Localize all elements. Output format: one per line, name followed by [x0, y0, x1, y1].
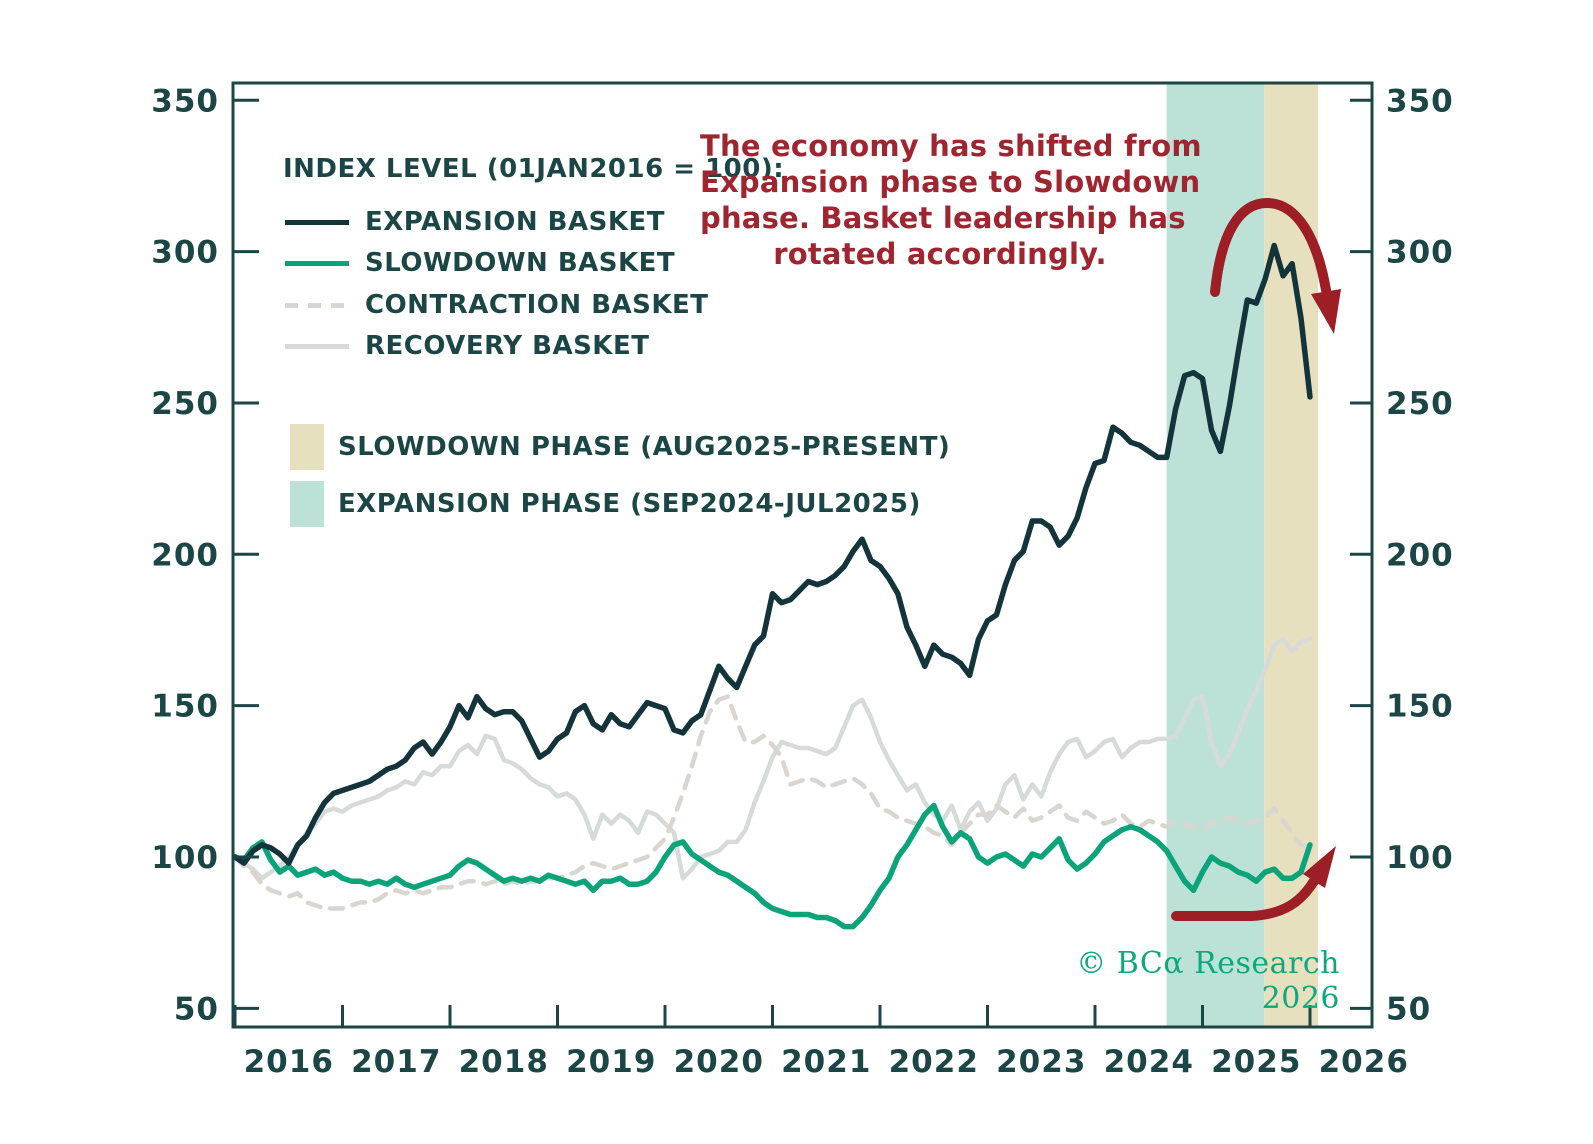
slowdown-upturn-arrow-icon: [1171, 876, 1319, 921]
axis-tick-label: 350: [151, 83, 219, 119]
rotation-arch-arrowhead-icon: [1311, 289, 1341, 334]
series-line-recovery-basket: [232, 636, 1313, 881]
expansion-line-swatch-icon: [285, 219, 349, 225]
annotation-line: The economy has shifted from: [700, 129, 1202, 163]
slowdown-upturn-arrowhead-icon: [1303, 846, 1336, 888]
bca-research-watermark: © BCα Research 2026: [1076, 946, 1340, 1016]
contraction-line-swatch-icon: [285, 302, 349, 308]
legend-label: EXPANSION BASKET: [365, 207, 665, 237]
axis-tick-label: 200: [1386, 537, 1454, 573]
axis-tick-label: 150: [151, 689, 219, 725]
legend-item-contraction: CONTRACTION BASKET: [285, 290, 709, 320]
annotation-line: Expansion phase to Slowdown: [700, 165, 1201, 199]
axis-tick-label: 50: [1386, 991, 1431, 1027]
phase-label: EXPANSION PHASE (SEP2024-JUL2025): [338, 489, 921, 519]
axis-tick-label: 2025: [1211, 1044, 1301, 1080]
legend-item-recovery: RECOVERY BASKET: [285, 331, 649, 361]
series-line-expansion-basket: [232, 242, 1313, 866]
axis-tick-label: 2019: [566, 1044, 656, 1080]
axis-tick-label: 250: [151, 386, 219, 422]
expansion-phase-swatch-icon: [290, 481, 324, 527]
phase-legend-slowdown: SLOWDOWN PHASE (AUG2025-PRESENT): [290, 424, 950, 470]
phase-band: [1166, 84, 1265, 1026]
axis-tick-label: 200: [151, 537, 219, 573]
legend-label: RECOVERY BASKET: [365, 331, 650, 361]
legend-label: SLOWDOWN BASKET: [365, 248, 676, 278]
phase-legend-expansion: EXPANSION PHASE (SEP2024-JUL2025): [290, 481, 921, 527]
axis-tick-label: 2024: [1104, 1044, 1194, 1080]
axis-tick-label: 50: [174, 991, 219, 1027]
axis-tick-label: 100: [151, 840, 219, 876]
axis-tick-label: 300: [1386, 235, 1454, 271]
legend-item-slowdown: SLOWDOWN BASKET: [285, 248, 675, 278]
legend-item-expansion: EXPANSION BASKET: [285, 207, 665, 237]
legend-title: INDEX LEVEL (01JAN2016 = 100):: [283, 154, 785, 184]
phase-label: SLOWDOWN PHASE (AUG2025-PRESENT): [338, 432, 951, 462]
axis-tick-label: 2021: [781, 1044, 871, 1080]
series-line-slowdown-basket: [232, 802, 1313, 930]
axis-tick-label: 2026: [1319, 1044, 1409, 1080]
annotation-line: phase. Basket leadership has: [700, 201, 1186, 235]
legend-label: CONTRACTION BASKET: [365, 290, 709, 320]
axis-tick-label: 2017: [351, 1044, 441, 1080]
axis-tick-label: 350: [1386, 83, 1454, 119]
axis-tick-label: 2018: [459, 1044, 549, 1080]
axis-tick-label: 150: [1386, 689, 1454, 725]
slowdown-line-swatch-icon: [285, 260, 349, 266]
recovery-line-swatch-icon: [285, 343, 349, 349]
axis-tick-label: 300: [151, 235, 219, 271]
rotation-arch-arrow-icon: [1210, 197, 1331, 297]
annotation-line: rotated accordingly.: [773, 237, 1107, 271]
slowdown-phase-swatch-icon: [290, 424, 324, 470]
axis-tick-label: 2023: [996, 1044, 1086, 1080]
annotation-text: The economy has shifted from Expansion p…: [700, 128, 1202, 272]
axis-tick-label: 2016: [244, 1044, 334, 1080]
axis-tick-label: 100: [1386, 840, 1454, 876]
series-line-contraction-basket: [232, 694, 1313, 911]
axis-tick-label: 2022: [889, 1044, 979, 1080]
axis-tick-label: 250: [1386, 386, 1454, 422]
axis-tick-label: 2020: [674, 1044, 764, 1080]
